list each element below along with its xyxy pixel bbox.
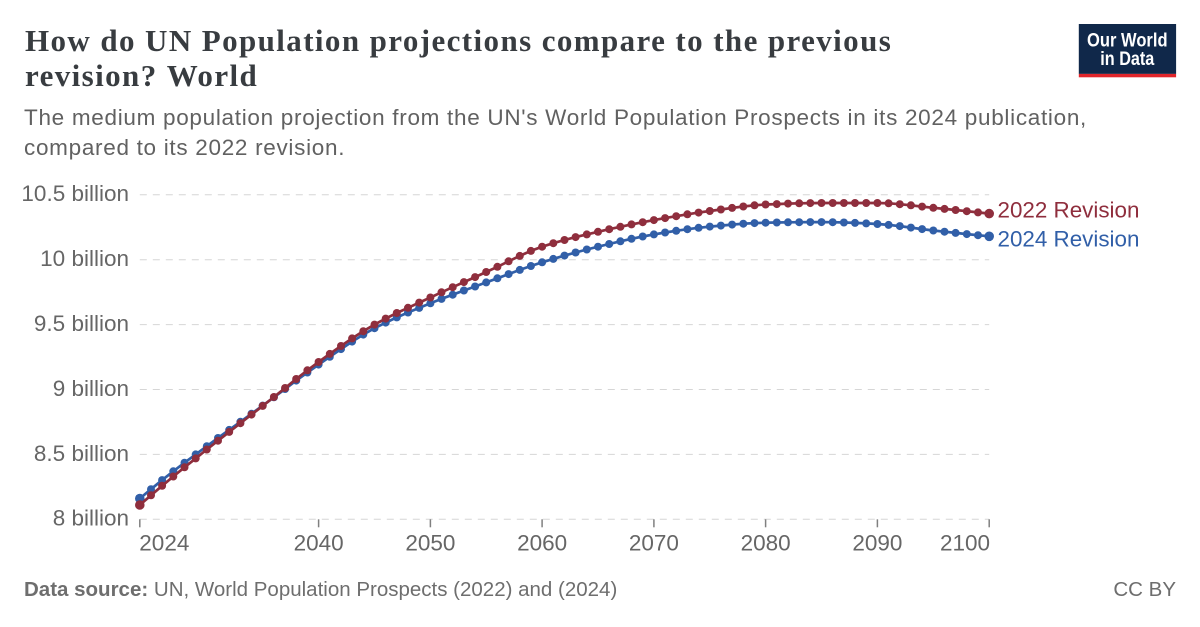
svg-text:8.5 billion: 8.5 billion — [34, 441, 129, 466]
svg-text:in Data: in Data — [1100, 48, 1155, 70]
svg-text:2070: 2070 — [629, 531, 679, 556]
svg-text:2080: 2080 — [741, 531, 791, 556]
svg-text:9 billion: 9 billion — [53, 376, 129, 401]
svg-text:2024 Revision: 2024 Revision — [998, 226, 1140, 251]
svg-text:9.5 billion: 9.5 billion — [34, 311, 129, 336]
svg-text:Our World: Our World — [1087, 30, 1168, 52]
svg-text:2100: 2100 — [940, 531, 990, 556]
svg-text:2090: 2090 — [852, 531, 902, 556]
svg-text:2040: 2040 — [294, 531, 344, 556]
svg-text:2024: 2024 — [139, 531, 189, 556]
svg-text:2022 Revision: 2022 Revision — [998, 198, 1140, 223]
svg-text:2060: 2060 — [517, 531, 567, 556]
svg-text:10 billion: 10 billion — [40, 246, 129, 271]
svg-text:10.5 billion: 10.5 billion — [21, 181, 129, 206]
svg-text:2050: 2050 — [405, 531, 455, 556]
svg-text:8 billion: 8 billion — [53, 506, 129, 531]
